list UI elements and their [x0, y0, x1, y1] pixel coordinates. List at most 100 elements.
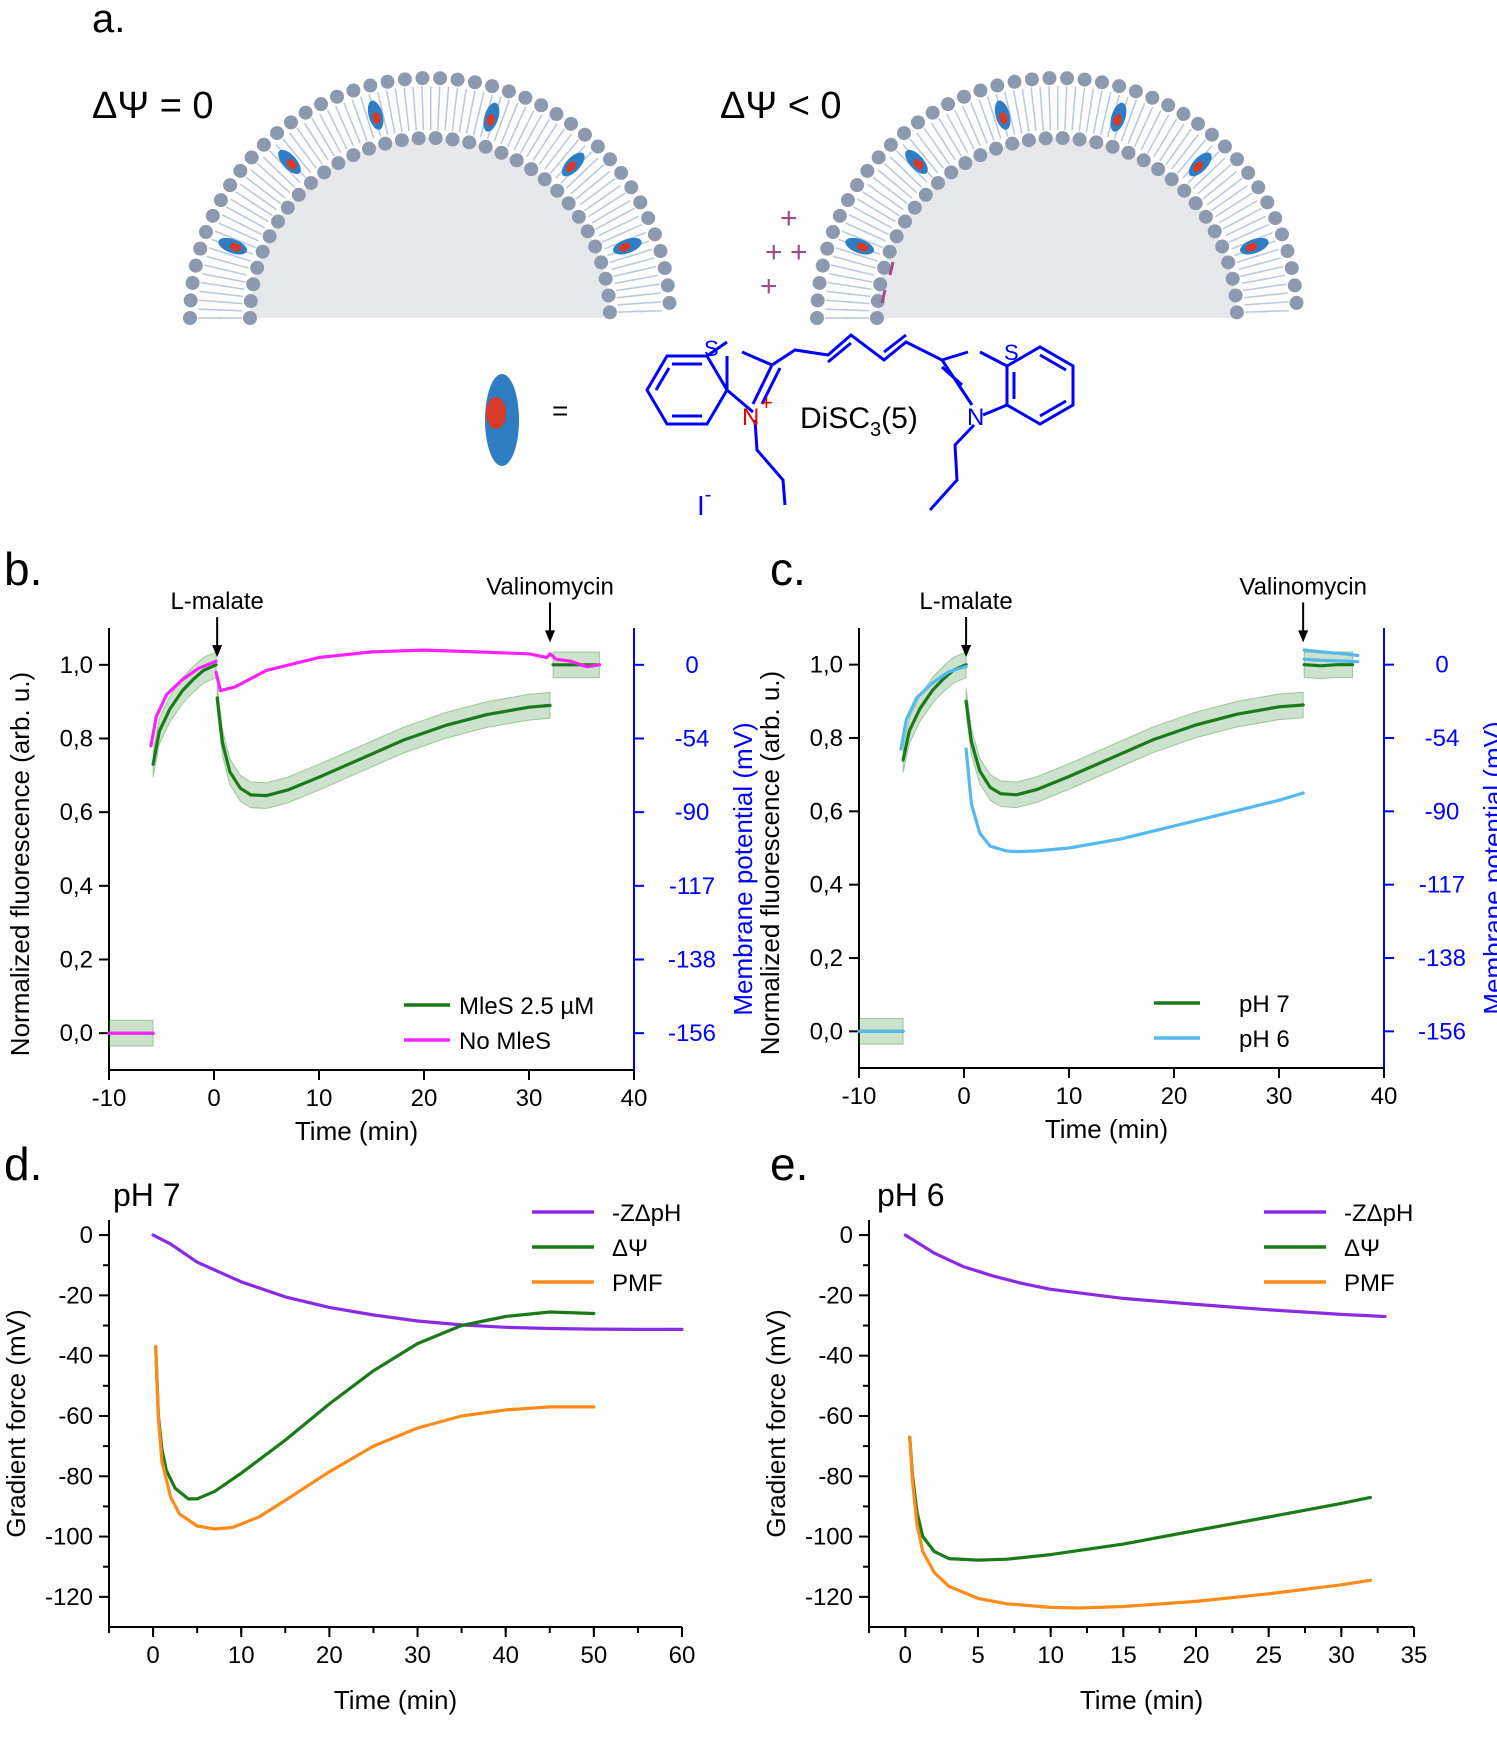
panel-b-label: b.: [4, 543, 42, 595]
y2-tick-label: -156: [668, 1020, 716, 1047]
series-magenta: [107, 648, 601, 1035]
lipid-tail: [233, 237, 256, 249]
lipid-tail: [218, 309, 243, 312]
lipid-head: [598, 271, 613, 286]
y-tick-label: 0,2: [60, 947, 93, 974]
lipid-tail: [1016, 109, 1023, 134]
plus-sign: +: [780, 202, 798, 235]
lipid-head: [183, 293, 198, 308]
vesicle-left: [183, 71, 677, 325]
lipid-head: [1164, 172, 1179, 187]
lipid-head: [1105, 139, 1120, 154]
lipid-head: [411, 131, 426, 146]
lipid-tail: [565, 171, 585, 189]
legend-label: -ZΔpH: [612, 1200, 681, 1227]
x-tick-label: -10: [842, 1083, 877, 1110]
y-tick-label: 0,6: [60, 799, 93, 826]
dye-core: [566, 161, 577, 172]
lipid-head: [889, 229, 904, 244]
lipid-tail: [941, 139, 956, 161]
lipid-tail: [595, 217, 618, 230]
lipid-head: [183, 311, 197, 325]
lipid-head: [1217, 139, 1232, 154]
lipid-head: [925, 105, 940, 120]
lipid-tail: [1222, 177, 1243, 194]
x-tick-label: 10: [228, 1642, 255, 1669]
y-tick-label: 1,0: [810, 652, 843, 679]
dye-core: [1245, 242, 1258, 252]
x-tick-label: 30: [404, 1642, 431, 1669]
lipid-tail: [536, 118, 551, 141]
lipid-tail: [1240, 270, 1264, 278]
x-tick-label: 5: [971, 1642, 984, 1669]
lipid-tail: [1153, 135, 1167, 158]
lipid-head: [233, 163, 248, 178]
equals-sign: =: [552, 395, 568, 426]
lipid-tail: [1170, 123, 1185, 145]
lipid-head: [973, 83, 988, 98]
lipid-head: [280, 200, 295, 215]
lipid-head: [588, 239, 603, 254]
x-tick-label: 25: [1255, 1642, 1282, 1669]
legend-label: -ZΔpH: [1344, 1200, 1413, 1227]
y-tick-label: 0,6: [810, 798, 843, 825]
lipid-tail: [469, 90, 476, 115]
series-green: [908, 1435, 1372, 1562]
lipid-head: [193, 241, 208, 256]
lipid-tail: [948, 135, 962, 157]
x-tick-label: 20: [1183, 1642, 1210, 1669]
lipid-tail: [389, 109, 396, 134]
lipid-tail: [609, 254, 633, 264]
lipid-tail: [616, 294, 641, 299]
lipid-head: [314, 97, 329, 112]
y-tick-label: 0,0: [810, 1018, 843, 1045]
counter-ion: I-: [697, 484, 711, 521]
lipid-head: [590, 139, 605, 154]
annotation-label: Valinomycin: [486, 573, 614, 600]
lipid-tail: [854, 253, 879, 262]
lipid-tail: [526, 135, 540, 158]
lipid-tail: [570, 177, 590, 195]
lipid-tail: [934, 143, 950, 165]
lipid-head: [244, 150, 259, 165]
lipid-head: [262, 229, 277, 244]
lipid-head: [860, 163, 875, 178]
x-tick-label: 30: [1266, 1083, 1293, 1110]
lipid-head: [329, 89, 344, 104]
dye-molecule: [994, 100, 1011, 130]
y-tick-label: -100: [805, 1524, 853, 1551]
dye-core: [1193, 161, 1204, 172]
x-tick-label: 40: [492, 1642, 519, 1669]
lipid-head: [1072, 132, 1087, 147]
annotation-label: Valinomycin: [1239, 573, 1367, 600]
x-tick-label: 60: [669, 1642, 696, 1669]
lipid-head: [298, 105, 313, 120]
lipid-tail: [1024, 108, 1030, 133]
x-tick-label: 0: [146, 1642, 159, 1669]
lipid-tail: [1242, 286, 1267, 292]
series-line: [908, 1435, 1372, 1562]
lipid-tail: [1134, 102, 1146, 126]
lipid-tail: [271, 176, 291, 194]
chart-b: -10 0 10 20 30 40 0,0 0,2 0,4 0,6 0,8 1,0 0 -54 -90 -11…: [5, 573, 758, 1146]
lipid-tail: [1206, 189, 1227, 206]
lipid-tail: [1140, 128, 1153, 151]
x-tick-label: 20: [1161, 1083, 1188, 1110]
lipid-head: [910, 115, 925, 130]
annotation-label: L-malate: [170, 588, 263, 615]
lipid-head: [550, 183, 565, 198]
y2-tick-label: -54: [675, 726, 710, 753]
dye-name: DiSC3(5): [800, 402, 918, 441]
lipid-head: [346, 148, 361, 163]
lipid-tail: [301, 148, 317, 169]
lipid-head: [1112, 79, 1127, 94]
lipid-tail: [1218, 210, 1241, 224]
lipid-head: [534, 98, 549, 113]
lipid-tail: [591, 210, 614, 224]
nitrogen-charge: +: [760, 390, 773, 415]
lipid-tail: [458, 108, 464, 133]
lipid-head: [577, 127, 592, 142]
lipid-tail: [613, 270, 637, 278]
lipid-head: [561, 196, 576, 211]
